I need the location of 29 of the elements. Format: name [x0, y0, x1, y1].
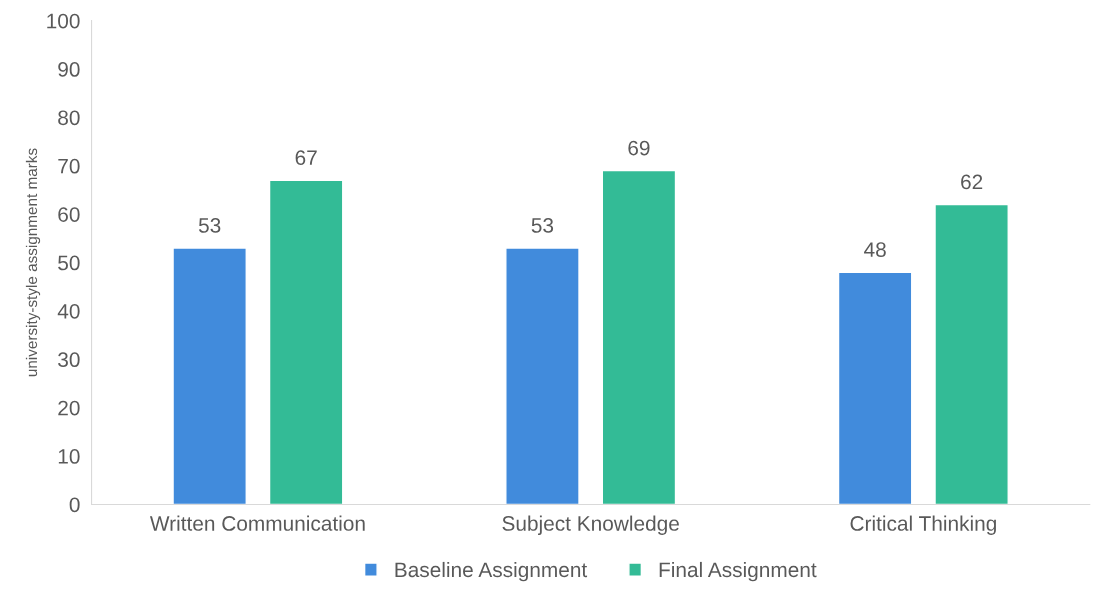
legend-label: Baseline Assignment	[395, 561, 588, 582]
y-tick-label: 60	[58, 207, 80, 222]
data-label: 48	[864, 242, 886, 257]
x-tick-label: Critical Thinking	[850, 515, 996, 535]
bar	[601, 169, 677, 505]
legend-label: Final Assignment	[659, 561, 817, 582]
y-tick-label: 90	[58, 62, 80, 77]
y-tick-label: 20	[58, 400, 80, 416]
bar	[268, 179, 344, 505]
bar	[934, 203, 1009, 505]
data-label: 53	[531, 218, 554, 233]
y-tick-label: 30	[58, 352, 80, 368]
data-label: 62	[961, 174, 983, 190]
y-axis-title: university-style assignment marks	[25, 148, 41, 377]
y-tick-label: 70	[58, 158, 80, 174]
y-tick-label: 50	[58, 255, 80, 271]
bar	[172, 247, 247, 505]
y-tick-label: 10	[58, 449, 80, 464]
x-tick-label: Written Communication	[149, 515, 365, 531]
data-label: 69	[628, 140, 650, 156]
bar	[837, 271, 913, 505]
x-tick-label: Subject Knowledge	[502, 515, 679, 535]
y-tick-label: 80	[58, 110, 80, 126]
data-label: 53	[198, 218, 221, 233]
y-tick-label: 40	[57, 303, 80, 319]
y-tick-label: 100	[47, 13, 80, 29]
data-label: 67	[295, 150, 317, 166]
bar	[505, 247, 580, 505]
y-tick-label: 0	[69, 497, 80, 513]
